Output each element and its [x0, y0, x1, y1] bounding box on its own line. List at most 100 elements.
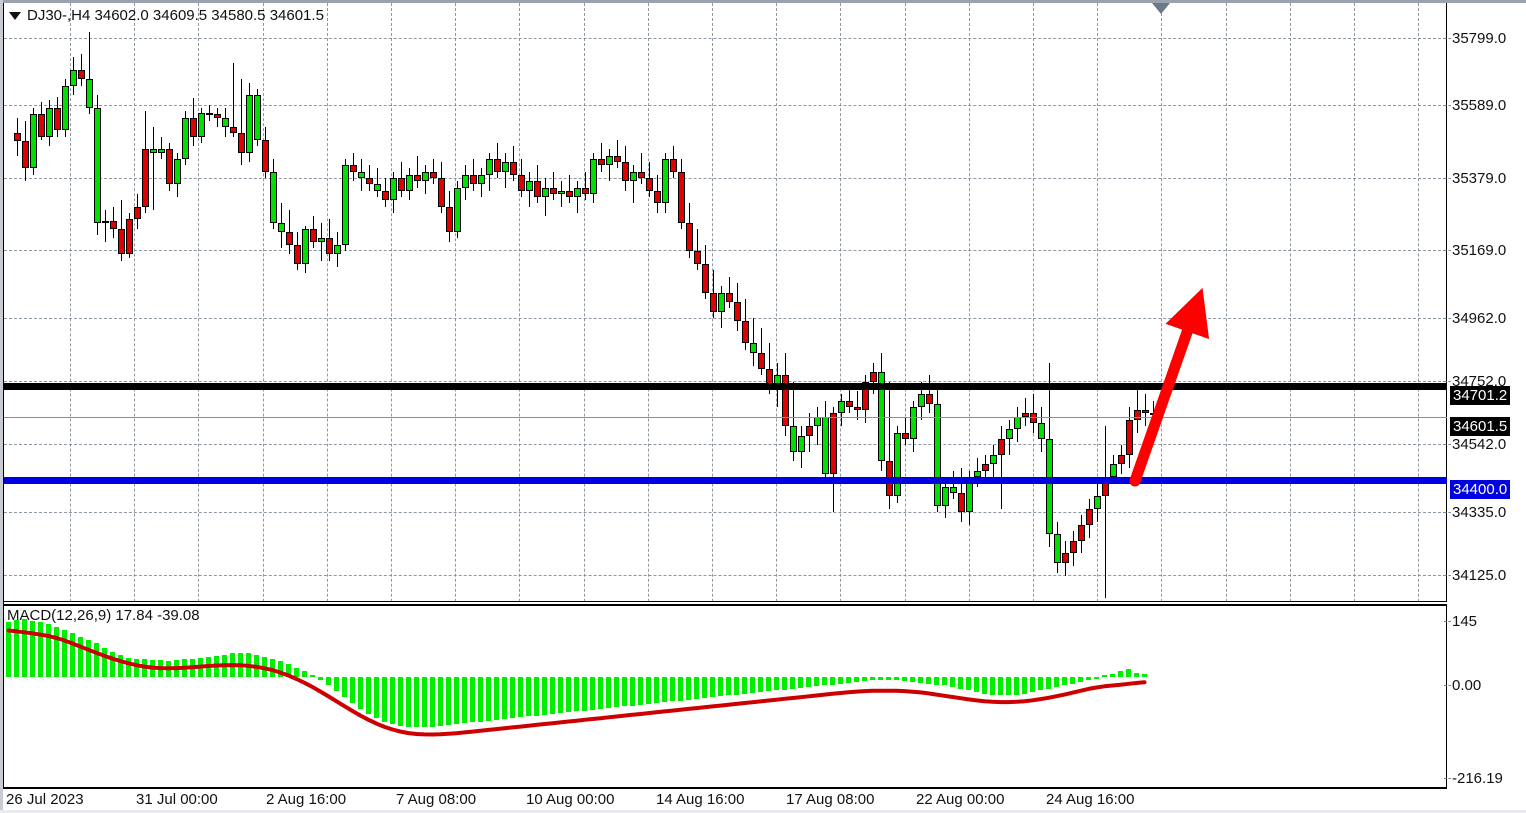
candlestick[interactable]: [438, 0, 445, 600]
candlestick[interactable]: [454, 0, 461, 600]
candlestick[interactable]: [86, 0, 93, 600]
candlestick[interactable]: [1134, 0, 1141, 600]
candlestick[interactable]: [414, 0, 421, 600]
candlestick[interactable]: [950, 0, 957, 600]
candlestick[interactable]: [1150, 0, 1157, 600]
candlestick[interactable]: [806, 0, 813, 600]
candlestick[interactable]: [462, 0, 469, 600]
candlestick[interactable]: [998, 0, 1005, 600]
candlestick[interactable]: [110, 0, 117, 600]
candlestick[interactable]: [942, 0, 949, 600]
candlestick[interactable]: [990, 0, 997, 600]
candlestick[interactable]: [302, 0, 309, 600]
resistance-line[interactable]: [4, 383, 1447, 390]
candlestick[interactable]: [878, 0, 885, 600]
candlestick[interactable]: [78, 0, 85, 600]
candlestick[interactable]: [118, 0, 125, 600]
candlestick[interactable]: [46, 0, 53, 600]
candlestick[interactable]: [486, 0, 493, 600]
candlestick[interactable]: [782, 0, 789, 600]
candlestick[interactable]: [422, 0, 429, 600]
candlestick[interactable]: [830, 0, 837, 600]
candlestick[interactable]: [902, 0, 909, 600]
candlestick[interactable]: [982, 0, 989, 600]
candlestick[interactable]: [190, 0, 197, 600]
candlestick[interactable]: [1046, 0, 1053, 600]
candlestick[interactable]: [630, 0, 637, 600]
candlestick[interactable]: [534, 0, 541, 600]
candlestick[interactable]: [638, 0, 645, 600]
candlestick[interactable]: [246, 0, 253, 600]
candlestick[interactable]: [278, 0, 285, 600]
candlestick[interactable]: [766, 0, 773, 600]
support-line[interactable]: [4, 477, 1447, 484]
candlestick[interactable]: [150, 0, 157, 600]
candlestick[interactable]: [294, 0, 301, 600]
candlestick[interactable]: [814, 0, 821, 600]
candlestick[interactable]: [174, 0, 181, 600]
candlestick[interactable]: [326, 0, 333, 600]
candlestick[interactable]: [238, 0, 245, 600]
candlestick[interactable]: [374, 0, 381, 600]
candlestick[interactable]: [854, 0, 861, 600]
candlestick[interactable]: [1086, 0, 1093, 600]
candlestick[interactable]: [734, 0, 741, 600]
candlestick[interactable]: [654, 0, 661, 600]
candlestick[interactable]: [662, 0, 669, 600]
candlestick[interactable]: [14, 0, 21, 600]
candlestick[interactable]: [1014, 0, 1021, 600]
candlestick[interactable]: [918, 0, 925, 600]
candlestick[interactable]: [270, 0, 277, 600]
candlestick[interactable]: [974, 0, 981, 600]
candlestick[interactable]: [702, 0, 709, 600]
candlestick[interactable]: [622, 0, 629, 600]
candlestick[interactable]: [710, 0, 717, 600]
triangle-down-icon[interactable]: [9, 11, 21, 20]
candlestick[interactable]: [758, 0, 765, 600]
candlestick[interactable]: [574, 0, 581, 600]
candlestick[interactable]: [934, 0, 941, 600]
candlestick[interactable]: [470, 0, 477, 600]
candlestick[interactable]: [1062, 0, 1069, 600]
candlestick[interactable]: [214, 0, 221, 600]
candlestick[interactable]: [262, 0, 269, 600]
candlestick[interactable]: [134, 0, 141, 600]
candlestick[interactable]: [382, 0, 389, 600]
candlestick[interactable]: [70, 0, 77, 600]
candlestick[interactable]: [366, 0, 373, 600]
candlestick[interactable]: [142, 0, 149, 600]
candlestick[interactable]: [910, 0, 917, 600]
candlestick[interactable]: [1022, 0, 1029, 600]
candlestick[interactable]: [478, 0, 485, 600]
candlestick[interactable]: [198, 0, 205, 600]
candlestick[interactable]: [774, 0, 781, 600]
candlestick[interactable]: [1118, 0, 1125, 600]
candlestick[interactable]: [958, 0, 965, 600]
candlestick[interactable]: [1030, 0, 1037, 600]
candlestick[interactable]: [1070, 0, 1077, 600]
candlestick[interactable]: [30, 0, 37, 600]
candlestick[interactable]: [1102, 0, 1109, 600]
candlestick[interactable]: [886, 0, 893, 600]
candlestick[interactable]: [1094, 0, 1101, 600]
candlestick[interactable]: [502, 0, 509, 600]
candlestick[interactable]: [286, 0, 293, 600]
candlestick[interactable]: [318, 0, 325, 600]
candlestick[interactable]: [718, 0, 725, 600]
price-axis[interactable]: 35799.0 35589.0 35379.0 35169.0 34962.0 34752…: [1444, 0, 1526, 813]
macd-pane[interactable]: [4, 604, 1446, 789]
candlestick[interactable]: [838, 0, 845, 600]
candlestick[interactable]: [230, 0, 237, 600]
candlestick[interactable]: [390, 0, 397, 600]
candlestick[interactable]: [182, 0, 189, 600]
candlestick[interactable]: [518, 0, 525, 600]
candlestick[interactable]: [894, 0, 901, 600]
candlestick[interactable]: [598, 0, 605, 600]
candlestick[interactable]: [398, 0, 405, 600]
candlestick[interactable]: [510, 0, 517, 600]
candlestick[interactable]: [102, 0, 109, 600]
candlestick[interactable]: [590, 0, 597, 600]
candlestick[interactable]: [750, 0, 757, 600]
candlestick[interactable]: [206, 0, 213, 600]
candlestick[interactable]: [310, 0, 317, 600]
